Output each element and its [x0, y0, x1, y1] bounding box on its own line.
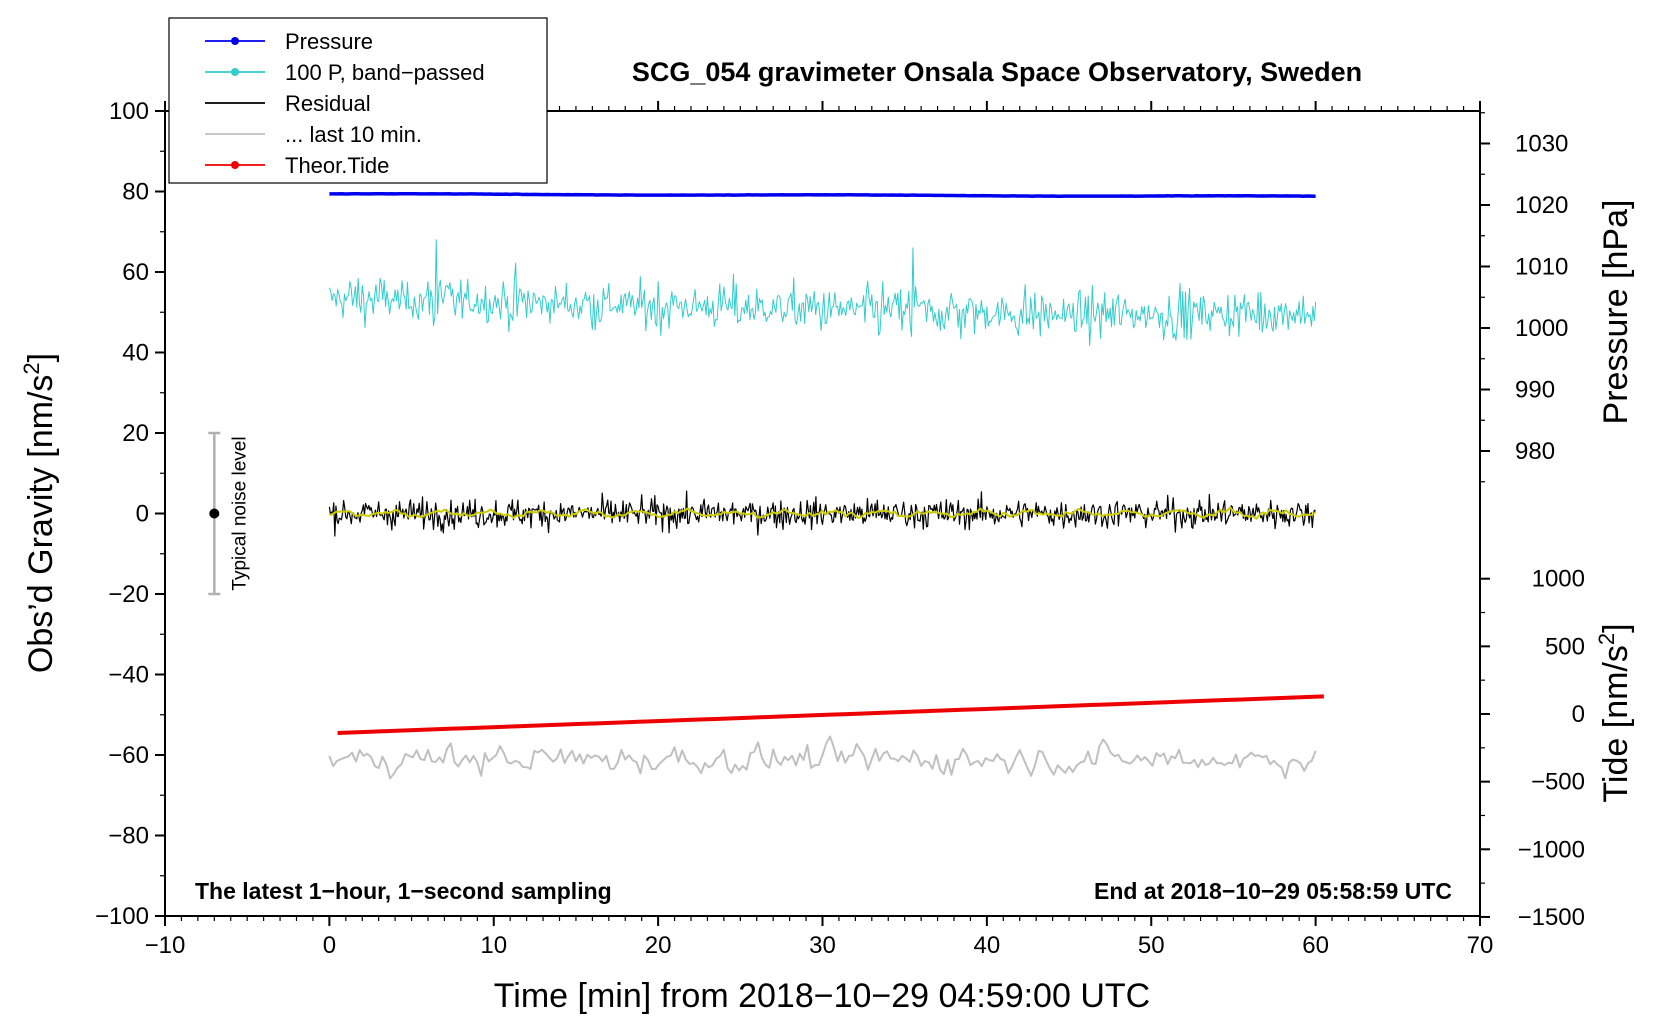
pressure-tick-label: 980 [1515, 438, 1555, 465]
series-bandpassed-pressure [328, 239, 1317, 346]
legend-label: Residual [285, 91, 371, 116]
x-axis-title: Time [min] from 2018−10−29 04:59:00 UTC [494, 977, 1150, 1015]
y-tick-label: 40 [122, 340, 149, 367]
series-residual-smoothed [329, 506, 1317, 520]
series-last-10-min [328, 735, 1317, 780]
pressure-tick-label: 1000 [1515, 315, 1568, 342]
x-tick-label: 30 [809, 932, 836, 959]
pressure-tick-label: 990 [1515, 377, 1555, 404]
y-tick-labels: 100 80 60 40 20 0 −20 −40 −60 −80 −100 [95, 98, 149, 930]
y-axis-title-tide-end: ] [1597, 623, 1635, 632]
tide-tick-label: 1000 [1532, 566, 1585, 593]
legend-label: Pressure [285, 29, 373, 54]
noise-bar-label: Typical noise level [229, 436, 250, 590]
y-tick-label: 60 [122, 259, 149, 286]
pressure-tick-label: 1020 [1515, 192, 1568, 219]
y-tick-label: −60 [108, 742, 149, 769]
y-tick-label: 100 [109, 98, 149, 125]
legend-marker [231, 68, 239, 76]
tide-tick-label: 0 [1572, 701, 1585, 728]
x-tick-label: 10 [480, 932, 507, 959]
chart-title: SCG_054 gravimeter Onsala Space Observat… [632, 57, 1362, 87]
series-theoretical-tide [337, 694, 1324, 735]
y-axis-title-tide-sup: 2 [1594, 633, 1619, 645]
legend-label: Theor.Tide [285, 153, 389, 178]
y-tick-label: −80 [108, 823, 149, 850]
note-end-time: End at 2018−10−29 05:58:59 UTC [1094, 878, 1452, 904]
legend-box [168, 17, 548, 184]
y-tick-label: −100 [95, 903, 149, 930]
x-tick-labels: −10 0 10 20 30 40 50 60 70 [145, 932, 1494, 959]
y-tick-label: −20 [108, 581, 149, 608]
tide-tick-label: 500 [1545, 633, 1585, 660]
legend-marker [231, 37, 239, 45]
tide-tick-labels: 1000 500 0 −500 −1000 −1500 [1518, 566, 1585, 931]
noise-level-bar: Typical noise level [208, 431, 250, 596]
x-tick-label: 40 [974, 932, 1001, 959]
tide-tick-label: −500 [1531, 769, 1585, 796]
pressure-tick-label: 1010 [1515, 254, 1568, 281]
y-tick-label: 0 [136, 501, 149, 528]
legend-marker [231, 161, 239, 169]
x-tick-label: −10 [145, 932, 186, 959]
y-axis-title-tide: Tide [nm/s2] [1594, 623, 1635, 802]
y-axis-title-left: Obs’d Gravity [nm/s2] [19, 353, 60, 673]
x-tick-label: 0 [323, 932, 336, 959]
y-axis-title-left-sup: 2 [19, 362, 44, 374]
series-layer [328, 191, 1324, 780]
x-tick-label: 60 [1302, 932, 1329, 959]
tide-tick-label: −1000 [1518, 836, 1585, 863]
y-axis-title-pressure: Pressure [hPa] [1597, 200, 1635, 425]
y-tick-label: −40 [108, 662, 149, 689]
y-axis-title-left-main: Obs’d Gravity [nm/s [22, 375, 60, 674]
legend-label: ... last 10 min. [285, 122, 422, 147]
x-tick-label: 70 [1467, 932, 1494, 959]
legend-label: 100 P, band−passed [285, 60, 485, 85]
x-tick-label: 50 [1138, 932, 1165, 959]
y-tick-label: 20 [122, 420, 149, 447]
y-axis-title-tide-main: Tide [nm/s [1597, 645, 1635, 802]
note-latest-hour: The latest 1−hour, 1−second sampling [195, 878, 612, 904]
series-pressure [329, 191, 1316, 199]
pressure-tick-labels: 1030 1020 1010 1000 990 980 [1515, 131, 1568, 466]
noise-bar-center-dot [209, 508, 220, 519]
tide-tick-label: −1500 [1518, 904, 1585, 931]
legend: Pressure 100 P, band−passed Residual ... la… [205, 29, 485, 178]
y-tick-label: 80 [122, 179, 149, 206]
x-tick-label: 20 [645, 932, 672, 959]
y-axis-title-left-end: ] [22, 353, 60, 362]
pressure-tick-label: 1030 [1515, 131, 1568, 158]
